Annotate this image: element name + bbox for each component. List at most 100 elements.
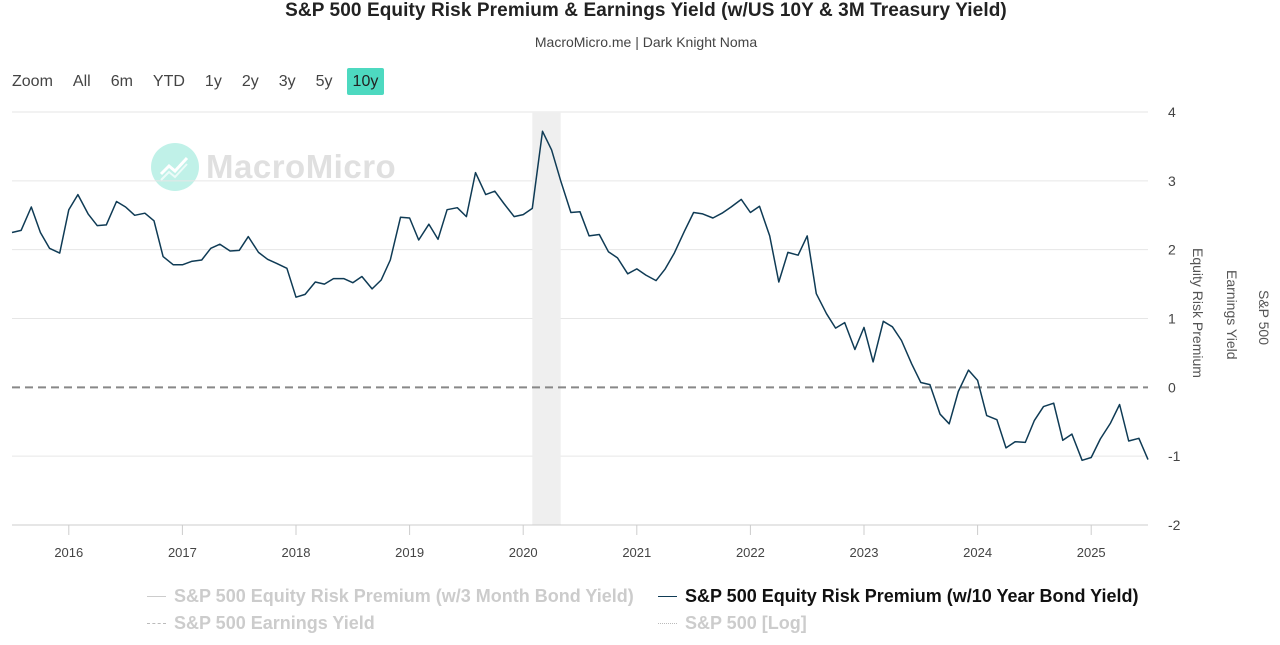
data-point (1031, 417, 1037, 423)
data-point (1079, 457, 1085, 463)
data-point (341, 276, 347, 282)
data-point (625, 271, 631, 277)
legend-item-sp500-log[interactable]: S&P 500 [Log] (658, 613, 807, 634)
data-point (85, 211, 91, 217)
data-point (369, 286, 375, 292)
data-point (804, 233, 810, 239)
data-point (682, 228, 688, 234)
data-point (330, 276, 336, 282)
x-tick-label: 2022 (736, 545, 765, 560)
data-point (937, 411, 943, 417)
data-point (898, 338, 904, 344)
data-point (614, 255, 620, 261)
data-point (671, 250, 677, 256)
data-point (861, 324, 867, 330)
data-point (984, 413, 990, 419)
data-point (387, 257, 393, 263)
data-point (795, 252, 801, 258)
legend-label: S&P 500 Equity Risk Premium (w/3 Month B… (174, 586, 634, 606)
y-axis-title-sp500: S&P 500 (1256, 290, 1272, 346)
data-point (256, 249, 262, 255)
zoom-button-all[interactable]: All (72, 73, 91, 90)
data-point (302, 291, 308, 297)
data-point (483, 192, 489, 198)
data-point (1126, 438, 1132, 444)
zoom-button-ytd[interactable]: YTD (152, 73, 185, 90)
watermark-text: MacroMicro (206, 148, 397, 185)
data-point (785, 249, 791, 255)
data-point (767, 233, 773, 239)
zoom-button-3y[interactable]: 3y (278, 73, 296, 90)
data-point (444, 207, 450, 213)
y-tick-label: 1 (1168, 311, 1176, 327)
data-point (321, 281, 327, 287)
legend-dotted-line-icon (658, 623, 677, 624)
data-point (852, 346, 858, 352)
zoom-bar: Zoom All 6m YTD 1y 2y 3y 5y 10y (12, 68, 392, 95)
y-tick-label: -2 (1168, 517, 1181, 533)
data-point (1145, 457, 1151, 463)
zoom-button-6m[interactable]: 6m (110, 73, 133, 90)
legend-item-erp-3m[interactable]: S&P 500 Equity Risk Premium (w/3 Month B… (147, 586, 634, 607)
data-point (558, 178, 564, 184)
data-point (520, 212, 526, 218)
data-point (378, 277, 384, 283)
zoom-button-2y[interactable]: 2y (241, 73, 259, 90)
data-point (501, 201, 507, 207)
data-point (728, 204, 734, 210)
data-point (994, 417, 1000, 423)
chart-subtitle: MacroMicro.me | Dark Knight Noma (534, 34, 758, 50)
x-tick-label: 2017 (168, 545, 197, 560)
zoom-label: Zoom (12, 72, 53, 90)
data-point (596, 232, 602, 238)
data-point (132, 212, 138, 218)
data-point (870, 359, 876, 365)
legend-label: S&P 500 [Log] (685, 613, 807, 633)
data-point (568, 209, 574, 215)
data-point (586, 233, 592, 239)
y-tick-label: 0 (1168, 379, 1176, 395)
series-line-erp-10y[interactable] (11, 130, 1149, 462)
data-point (918, 380, 924, 386)
data-point (719, 210, 725, 216)
grid-lines (12, 111, 1148, 526)
data-point (577, 209, 583, 215)
data-point (463, 214, 469, 220)
zoom-button-1y[interactable]: 1y (204, 73, 222, 90)
legend-dashdot-line-icon (147, 623, 166, 624)
data-point (1088, 455, 1094, 461)
data-point (142, 210, 148, 216)
data-point (312, 279, 318, 285)
data-point (114, 198, 120, 204)
legend-solid-line-icon (147, 596, 166, 597)
x-tick-label: 2024 (963, 545, 992, 560)
x-tick-label: 2016 (54, 545, 83, 560)
data-point (833, 325, 839, 331)
recession-band (532, 112, 561, 525)
data-point (407, 215, 413, 221)
data-point (9, 229, 15, 235)
legend-item-erp-10y[interactable]: S&P 500 Equity Risk Premium (w/10 Year B… (658, 586, 1139, 607)
data-point (103, 222, 109, 228)
data-point (492, 188, 498, 194)
data-point (738, 196, 744, 202)
data-point (1060, 437, 1066, 443)
zoom-button-10y[interactable]: 10y (346, 68, 385, 95)
data-point (842, 320, 848, 326)
zoom-button-5y[interactable]: 5y (315, 73, 333, 90)
data-point (274, 260, 280, 266)
data-point (472, 170, 478, 176)
data-point (265, 256, 271, 262)
data-point (813, 291, 819, 297)
data-point (66, 207, 72, 213)
y-tick-label: 2 (1168, 242, 1176, 258)
data-point (398, 214, 404, 220)
data-point (889, 324, 895, 330)
x-tick-label: 2025 (1077, 545, 1106, 560)
data-point (18, 227, 24, 233)
data-point (435, 236, 441, 242)
data-point (700, 211, 706, 217)
y-tick-label: 3 (1168, 173, 1176, 189)
legend-item-earnings-yield[interactable]: S&P 500 Earnings Yield (147, 613, 375, 634)
data-point (245, 234, 251, 240)
